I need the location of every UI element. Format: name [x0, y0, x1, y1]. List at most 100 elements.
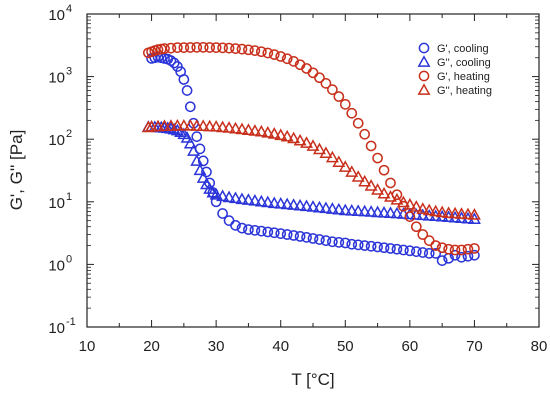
data-point [403, 197, 417, 210]
data-point [287, 131, 301, 144]
data-point [170, 119, 184, 131]
data-point [222, 121, 236, 133]
data-point [423, 248, 435, 259]
data-point [396, 195, 410, 208]
data-point [333, 91, 345, 102]
data-point [230, 43, 241, 54]
data-point [217, 42, 228, 54]
data-point [332, 202, 346, 215]
data-point [455, 207, 468, 219]
data-point [443, 243, 454, 255]
data-point [448, 206, 462, 219]
data-point [268, 227, 280, 239]
data-point [423, 235, 435, 246]
data-point [196, 171, 210, 183]
legend-marker [417, 55, 431, 67]
data-point [417, 247, 429, 258]
data-point [249, 224, 261, 236]
data-point [358, 204, 372, 217]
data-point [391, 243, 403, 255]
data-point [193, 163, 207, 176]
data-point [301, 232, 312, 243]
data-point [191, 42, 203, 53]
data-point [385, 177, 396, 189]
data-point [248, 124, 262, 136]
data-point [467, 208, 481, 220]
data-point [352, 117, 364, 129]
data-point [191, 131, 203, 142]
data-point [300, 199, 314, 212]
series-3 [142, 42, 480, 256]
data-point [410, 221, 422, 233]
data-point [181, 85, 193, 96]
y-tick-label: 10 [48, 320, 65, 337]
data-point [197, 155, 209, 167]
data-point [210, 42, 222, 54]
y-tick-label: 10 [48, 195, 65, 212]
data-point [422, 203, 436, 216]
legend-item: G', cooling [418, 42, 489, 55]
y-tick-exponent: 1 [66, 191, 72, 203]
data-point [390, 206, 404, 219]
data-point [462, 250, 474, 262]
data-point [306, 200, 320, 212]
data-point [236, 222, 248, 234]
data-point [274, 197, 288, 209]
legend-marker [418, 42, 430, 54]
data-point [204, 42, 216, 53]
x-tick-label: 30 [208, 338, 225, 355]
legend-marker [418, 70, 430, 82]
data-point [429, 204, 443, 217]
data-point [183, 136, 197, 149]
data-point [377, 186, 391, 199]
data-point [404, 211, 416, 222]
data-point [346, 238, 358, 250]
data-point [300, 136, 314, 148]
data-point [365, 240, 377, 252]
y-tick-label: 10 [48, 7, 65, 24]
data-point [262, 47, 274, 59]
data-point [333, 237, 345, 248]
y-tick-exponent: 2 [66, 128, 72, 140]
data-point [314, 234, 325, 245]
data-point [449, 244, 461, 256]
data-point [398, 244, 409, 256]
data-point [183, 119, 197, 131]
data-point [164, 119, 178, 131]
x-tick-label: 40 [272, 338, 289, 355]
legend-marker [417, 83, 431, 95]
data-point [325, 202, 339, 214]
data-point [243, 224, 254, 235]
data-point [287, 198, 301, 210]
data-point [172, 61, 183, 72]
data-point [184, 101, 196, 113]
y-tick-exponent: 3 [66, 66, 72, 78]
x-axis: 10 20 30 40 50 60 70 80 [79, 14, 547, 355]
y-tick-label: 10 [48, 70, 65, 87]
data-point [196, 119, 210, 131]
data-point [159, 43, 170, 54]
data-point [223, 215, 235, 226]
data-point [390, 192, 404, 205]
data-point [339, 237, 351, 249]
data-point [314, 72, 325, 84]
data-point [469, 249, 480, 261]
data-point [403, 207, 417, 220]
data-point [236, 43, 248, 55]
data-point [158, 119, 171, 131]
data-point [172, 42, 183, 54]
y-tick-label: 10 [48, 132, 65, 149]
data-point [410, 246, 422, 257]
data-point [345, 203, 359, 216]
data-point [378, 164, 390, 176]
data-point [307, 233, 319, 244]
data-point [456, 244, 467, 256]
data-point [352, 239, 364, 251]
data-point [206, 185, 220, 198]
data-point [384, 206, 397, 219]
data-point [293, 198, 307, 211]
data-point [187, 144, 201, 156]
data-point [325, 150, 339, 163]
x-tick-label: 60 [402, 338, 419, 355]
data-point [145, 120, 159, 132]
